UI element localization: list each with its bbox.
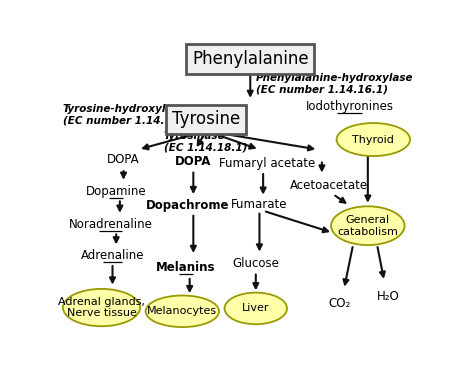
Ellipse shape bbox=[331, 206, 405, 245]
Text: Thyroid: Thyroid bbox=[352, 135, 394, 145]
Text: Tyrosinase
(EC 1.14.18.1): Tyrosinase (EC 1.14.18.1) bbox=[164, 131, 247, 153]
Text: Liver: Liver bbox=[242, 303, 270, 313]
Text: Phenylalanine-hydroxylase
(EC number 1.14.16.1): Phenylalanine-hydroxylase (EC number 1.1… bbox=[256, 73, 413, 94]
Text: Noradrenaline: Noradrenaline bbox=[69, 218, 153, 231]
Ellipse shape bbox=[63, 289, 140, 326]
Text: Fumarate: Fumarate bbox=[231, 198, 288, 211]
Text: Melanins: Melanins bbox=[156, 261, 216, 274]
Text: Glucose: Glucose bbox=[232, 257, 279, 270]
Text: DOPA: DOPA bbox=[175, 154, 211, 167]
Text: CO₂: CO₂ bbox=[328, 297, 350, 310]
Text: Dopamine: Dopamine bbox=[86, 185, 146, 198]
Text: Adrenal glands,
Nerve tissue: Adrenal glands, Nerve tissue bbox=[58, 297, 145, 319]
Text: Tyrosine: Tyrosine bbox=[172, 110, 240, 128]
Text: Iodothyronines: Iodothyronines bbox=[305, 100, 393, 113]
Ellipse shape bbox=[337, 123, 410, 156]
Text: General
catabolism: General catabolism bbox=[337, 215, 398, 236]
Ellipse shape bbox=[146, 295, 219, 327]
Ellipse shape bbox=[225, 293, 287, 324]
Text: Melanocytes: Melanocytes bbox=[147, 306, 218, 316]
Text: Phenylalanine: Phenylalanine bbox=[192, 50, 309, 68]
Text: Acetoacetate: Acetoacetate bbox=[290, 179, 368, 192]
Text: DOPA: DOPA bbox=[107, 153, 140, 166]
Text: Tyrosine-hydroxylase
(EC number 1.14.16.2): Tyrosine-hydroxylase (EC number 1.14.16.… bbox=[63, 104, 195, 126]
Text: Dopachrome: Dopachrome bbox=[146, 199, 229, 212]
Text: Fumaryl acetate: Fumaryl acetate bbox=[219, 157, 315, 170]
Text: Adrenaline: Adrenaline bbox=[81, 250, 144, 262]
Text: H₂O: H₂O bbox=[377, 289, 400, 303]
